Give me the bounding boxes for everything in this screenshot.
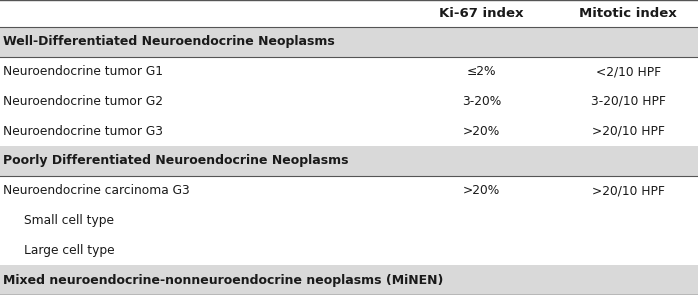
Text: Poorly Differentiated Neuroendocrine Neoplasms: Poorly Differentiated Neuroendocrine Neo… [3, 154, 349, 167]
Text: <2/10 HPF: <2/10 HPF [595, 65, 661, 78]
Text: Neuroendocrine tumor G1: Neuroendocrine tumor G1 [3, 65, 163, 78]
Bar [0, 27, 698, 57]
Bar [0, 0, 698, 27]
Text: >20%: >20% [463, 184, 500, 197]
Text: Neuroendocrine tumor G3: Neuroendocrine tumor G3 [3, 124, 163, 137]
Text: Neuroendocrine carcinoma G3: Neuroendocrine carcinoma G3 [3, 184, 191, 197]
Bar [0, 86, 698, 116]
Text: 3-20/10 HPF: 3-20/10 HPF [591, 95, 666, 108]
Text: >20%: >20% [463, 124, 500, 137]
Text: Small cell type: Small cell type [24, 214, 114, 227]
Text: Large cell type: Large cell type [24, 244, 115, 257]
Bar [0, 146, 698, 176]
Bar [0, 57, 698, 86]
Text: >20/10 HPF: >20/10 HPF [592, 184, 664, 197]
Bar [0, 116, 698, 146]
Text: Mixed neuroendocrine-nonneuroendocrine neoplasms (MiNEN): Mixed neuroendocrine-nonneuroendocrine n… [3, 273, 444, 287]
Bar [0, 206, 698, 235]
Bar [0, 176, 698, 206]
Text: Mitotic index: Mitotic index [579, 7, 677, 20]
Text: >20/10 HPF: >20/10 HPF [592, 124, 664, 137]
Bar [0, 235, 698, 265]
Text: Well-Differentiated Neuroendocrine Neoplasms: Well-Differentiated Neuroendocrine Neopl… [3, 35, 335, 48]
Text: Neuroendocrine tumor G2: Neuroendocrine tumor G2 [3, 95, 163, 108]
Text: 3-20%: 3-20% [462, 95, 501, 108]
Text: Ki-67 index: Ki-67 index [439, 7, 524, 20]
Text: ≤2%: ≤2% [467, 65, 496, 78]
Bar [0, 265, 698, 295]
